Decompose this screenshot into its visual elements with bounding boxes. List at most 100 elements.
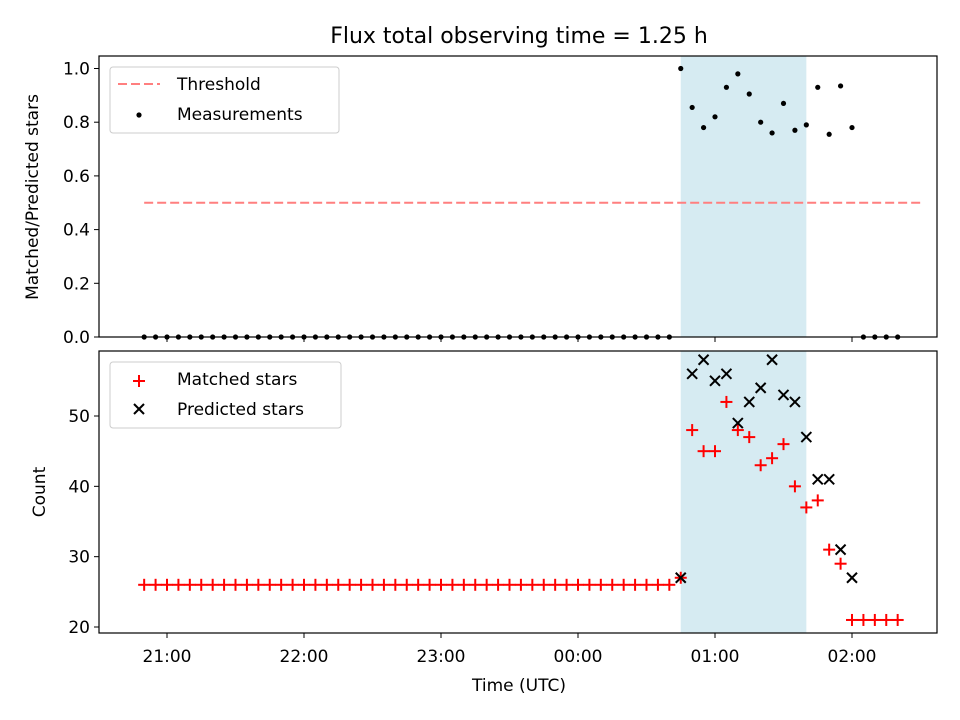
top-y-tick-label: 0.4 <box>63 221 90 241</box>
measurement-point <box>826 131 832 137</box>
bottom-y-tick-label: 50 <box>68 407 90 427</box>
matched-star-point <box>469 578 482 591</box>
matched-star-point <box>857 613 870 626</box>
matched-star-point <box>617 578 630 591</box>
measurement-point <box>735 71 741 77</box>
matched-star-point <box>412 578 425 591</box>
top-y-tick-label: 0.8 <box>63 113 90 133</box>
bottom-y-axis-label: Count <box>30 466 50 517</box>
matched-star-point <box>788 480 801 493</box>
matched-star-point <box>366 578 379 591</box>
matched-star-point <box>800 501 813 514</box>
measurement-point <box>803 122 809 128</box>
matched-star-point <box>320 578 333 591</box>
top-y-ticks: 0.0 0.2 0.4 0.6 0.8 1.0 <box>63 60 99 348</box>
matched-star-point <box>240 578 253 591</box>
matched-star-point <box>377 578 390 591</box>
measurement-point <box>746 91 752 97</box>
matched-star-point <box>766 452 779 465</box>
top-panel: 0.0 0.2 0.4 0.6 0.8 1.0 Matched/Predicted sta… <box>23 55 938 348</box>
matched-star-point <box>606 578 619 591</box>
x-axis-label: Time (UTC) <box>471 676 566 696</box>
matched-star-point <box>446 578 459 591</box>
matched-star-point <box>754 459 767 472</box>
top-shaded-span <box>680 56 807 337</box>
x-tick-label: 23:00 <box>417 647 466 667</box>
measurement-point <box>792 127 798 133</box>
matched-star-point <box>263 578 276 591</box>
matched-star-point <box>594 578 607 591</box>
predicted-star-point <box>766 354 778 366</box>
matched-star-point <box>138 578 151 591</box>
matched-star-point <box>651 578 664 591</box>
matched-star-point <box>275 578 288 591</box>
predicted-star-point <box>686 368 698 380</box>
matched-star-point <box>298 578 310 591</box>
bottom-axes-frame <box>98 350 938 634</box>
x-tick-label: 01:00 <box>691 647 740 667</box>
predicted-star-point <box>675 572 687 584</box>
top-legend: Threshold Measurements <box>109 66 340 134</box>
matched-star-point <box>823 543 836 556</box>
matched-star-point <box>731 424 744 437</box>
predicted-star-point <box>720 368 733 380</box>
top-axes-frame <box>98 55 938 338</box>
matched-star-point <box>640 578 653 591</box>
measurement-point <box>723 84 730 90</box>
measurement-point <box>712 114 718 120</box>
predicted-star-point <box>846 572 858 584</box>
matched-star-point <box>846 613 858 626</box>
matched-star-point <box>834 557 847 570</box>
predicted-star-point <box>823 473 835 486</box>
bottom-y-tick-label: 30 <box>68 548 90 568</box>
measurement-point <box>815 84 821 90</box>
x-tick-label: 02:00 <box>828 647 877 667</box>
matched-star-point <box>743 431 756 444</box>
matched-star-point <box>811 494 824 507</box>
matched-star-point <box>389 578 402 591</box>
top-y-tick-label: 0.2 <box>63 274 90 294</box>
matched-star-point <box>309 578 322 591</box>
measurement-point <box>758 119 764 125</box>
matched-star-point <box>457 578 470 591</box>
measurement-point <box>849 124 855 131</box>
x-tick-label: 22:00 <box>280 647 329 667</box>
matched-star-point <box>355 578 368 591</box>
matched-star-point <box>252 578 265 591</box>
top-y-tick-label: 0.6 <box>63 167 90 187</box>
matched-star-point <box>868 613 881 626</box>
predicted-star-point <box>732 417 744 429</box>
matched-star-point <box>891 613 904 626</box>
legend-predicted-label: Predicted stars <box>177 400 304 420</box>
legend-predicted-swatch <box>133 403 145 415</box>
legend-measurements-label: Measurements <box>177 105 303 125</box>
matched-star-point <box>514 578 527 591</box>
matched-star-point <box>206 578 219 591</box>
matched-star-point <box>777 438 790 451</box>
predicted-star-point <box>754 382 767 394</box>
matched-star-point <box>572 578 584 591</box>
matched-star-point <box>537 578 550 591</box>
matched-star-point <box>400 578 413 591</box>
matched-star-point <box>720 395 733 408</box>
matched-star-point <box>183 578 196 591</box>
matched-star-point <box>161 578 173 591</box>
matched-star-point <box>195 578 208 591</box>
measurement-point <box>769 130 775 136</box>
matched-star-point <box>492 578 505 591</box>
x-tick-label: 21:00 <box>143 647 192 667</box>
bottom-y-ticks: 20 30 40 50 <box>68 407 99 638</box>
measurement-point <box>678 65 684 72</box>
matched-star-point <box>880 613 893 626</box>
matched-star-point <box>423 578 436 591</box>
matched-star-point <box>343 578 356 591</box>
legend-measurements-swatch <box>136 112 142 118</box>
top-y-tick-label: 0.0 <box>63 328 90 348</box>
measurement-point <box>780 100 787 107</box>
matched-star-point <box>526 578 539 591</box>
legend-matched-swatch <box>133 375 145 387</box>
bottom-y-tick-label: 20 <box>68 618 90 638</box>
predicted-star-point <box>800 431 813 443</box>
matched-star-point <box>709 445 721 458</box>
